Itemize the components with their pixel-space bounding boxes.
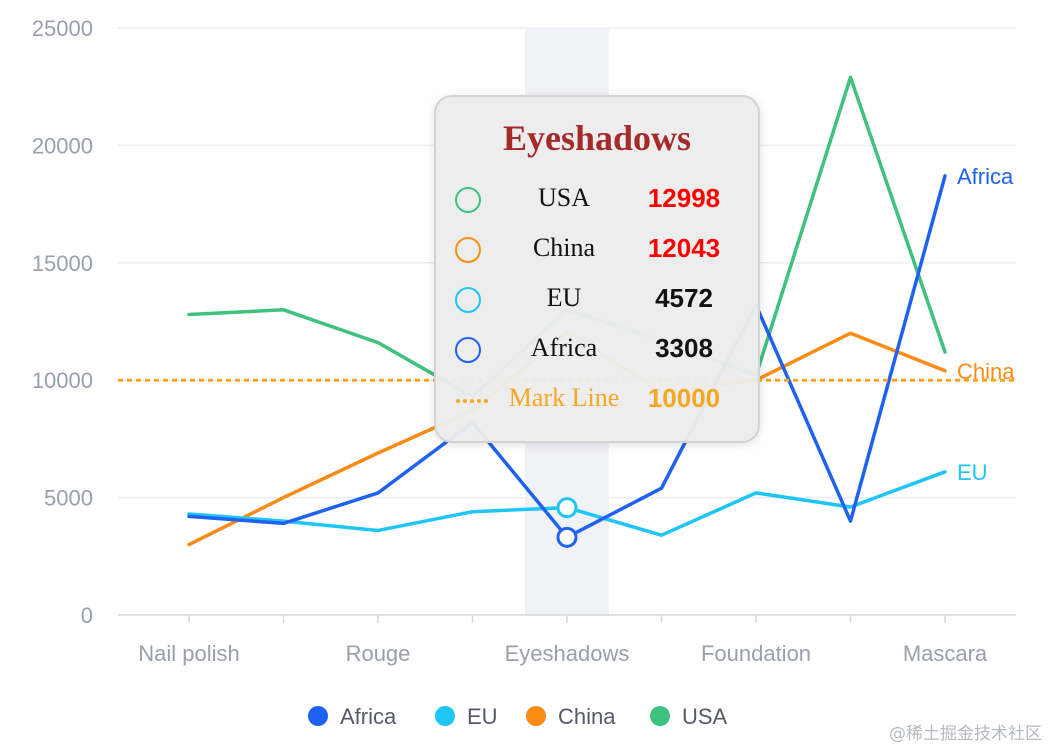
legend-dot-icon <box>435 706 455 726</box>
tooltip-series-name: EU <box>546 283 582 312</box>
legend-label: USA <box>682 704 728 729</box>
legend-label: China <box>558 704 616 729</box>
y-tick-label: 5000 <box>44 486 93 511</box>
tooltip-series-value: 12998 <box>647 183 721 213</box>
y-tick-label: 25000 <box>32 16 93 41</box>
tooltip-series-value: 3308 <box>655 333 713 363</box>
tooltip-series-value: 4572 <box>655 283 713 313</box>
legend-label: EU <box>467 704 498 729</box>
legend-dot-icon <box>650 706 670 726</box>
tooltip-mark-line-value: 10000 <box>647 383 721 413</box>
dashed-line-icon <box>456 399 488 403</box>
legend-item-china[interactable]: China <box>526 704 616 729</box>
tooltip: Eyeshadows USA 12998 China 12043 EU 4572… <box>434 95 760 443</box>
hover-point-eu <box>556 497 578 519</box>
end-label-africa: Africa <box>957 164 1014 189</box>
legend-item-eu[interactable]: EU <box>435 704 498 729</box>
legend-item-africa[interactable]: Africa <box>308 704 397 729</box>
legend-dot-icon <box>308 706 328 726</box>
y-tick-label: 15000 <box>32 251 93 276</box>
tooltip-series-name: USA <box>537 183 590 212</box>
legend[interactable]: Africa EU China USA <box>308 704 728 729</box>
tooltip-row-usa: USA 12998 <box>436 181 758 221</box>
y-tick-label: 20000 <box>32 133 93 158</box>
x-tick-label: Mascara <box>903 641 988 666</box>
tooltip-row-mark-line: Mark Line 10000 <box>436 381 758 421</box>
y-tick-label: 10000 <box>32 368 93 393</box>
tooltip-series-name: China <box>532 233 596 262</box>
legend-label: Africa <box>340 704 397 729</box>
circle-marker-icon <box>455 237 481 263</box>
tooltip-row-africa: Africa 3308 <box>436 331 758 371</box>
axes: 0 5000 10000 15000 20000 25000 Nail polish Roug… <box>32 16 1016 666</box>
hover-point-africa <box>556 526 578 548</box>
tooltip-series-value: 12043 <box>647 233 721 263</box>
tooltip-series-name: Africa <box>530 333 598 362</box>
end-label-china: China <box>957 359 1015 384</box>
watermark: @稀土掘金技术社区 <box>889 724 1042 744</box>
end-label-eu: EU <box>957 460 988 485</box>
circle-marker-icon <box>455 187 481 213</box>
tooltip-row-eu: EU 4572 <box>436 281 758 321</box>
legend-item-usa[interactable]: USA <box>650 704 728 729</box>
x-tick-label: Eyeshadows <box>505 641 630 666</box>
tooltip-mark-line-name: Mark Line <box>508 383 620 412</box>
tooltip-title: Eyeshadows <box>502 118 692 158</box>
x-tick-label: Rouge <box>346 641 411 666</box>
x-tick-label: Nail polish <box>138 641 240 666</box>
circle-marker-icon <box>455 337 481 363</box>
legend-dot-icon <box>526 706 546 726</box>
y-tick-label: 0 <box>81 603 93 628</box>
end-labels: Africa China EU <box>957 164 1015 485</box>
tooltip-row-china: China 12043 <box>436 231 758 271</box>
circle-marker-icon <box>455 287 481 313</box>
hover-points <box>556 497 578 548</box>
x-tick-label: Foundation <box>701 641 811 666</box>
